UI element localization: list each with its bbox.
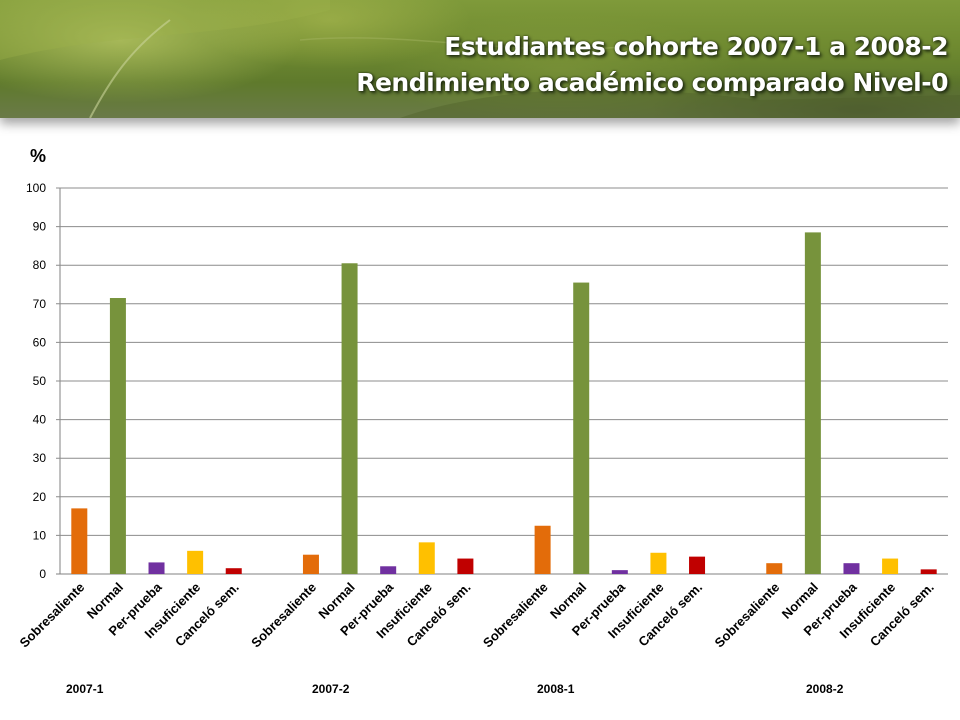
group-label-2008-2: 2008-2 — [806, 682, 844, 696]
group-label-2008-1: 2008-1 — [537, 682, 575, 696]
bar-2007-2-cancel-sem- — [457, 558, 474, 574]
bar-2008-2-normal — [804, 232, 821, 574]
bar-2008-2-insuficiente — [882, 558, 899, 574]
bar-2008-1-insuficiente — [650, 552, 667, 574]
y-tick-label: 0 — [39, 567, 46, 581]
chart-subtitle: Rendimiento académico comparado Nivel-0 — [356, 68, 948, 97]
gridlines — [56, 187, 948, 575]
y-tick-label: 80 — [33, 258, 47, 272]
y-tick-label: 100 — [26, 181, 46, 195]
x-tick-label: Sobresaliente — [480, 580, 551, 651]
chart-title: Estudiantes cohorte 2007-1 a 2008-2 — [444, 32, 948, 61]
bar-2007-1-insuficiente — [187, 550, 204, 574]
bar-2007-2-insuficiente — [418, 542, 435, 574]
bar-2008-2-per-prueba — [843, 563, 860, 574]
y-tick-label: 50 — [33, 374, 47, 388]
y-tick-label: 20 — [33, 490, 47, 504]
bar-2007-1-sobresaliente — [71, 508, 88, 574]
group-label-2007-1: 2007-1 — [66, 682, 104, 696]
bar-2007-1-normal — [109, 298, 126, 574]
group-label-2007-2: 2007-2 — [312, 682, 350, 696]
y-tick-label: 60 — [33, 335, 47, 349]
y-tick-label: 40 — [33, 413, 47, 427]
y-tick-label: 70 — [33, 297, 47, 311]
y-tick-label: 90 — [33, 220, 47, 234]
bar-2007-2-normal — [341, 263, 358, 574]
y-tick-label: 10 — [33, 528, 47, 542]
header-banner: Estudiantes cohorte 2007-1 a 2008-2 Rend… — [0, 0, 960, 118]
bar-2008-1-normal — [573, 282, 590, 574]
bar-2007-2-per-prueba — [380, 566, 397, 574]
bar-2007-2-sobresaliente — [302, 554, 319, 574]
x-tick-label: Sobresaliente — [711, 580, 782, 651]
bars — [71, 232, 937, 574]
bar-2008-1-per-prueba — [611, 570, 628, 574]
bar-2008-2-cancel-sem- — [920, 569, 937, 574]
x-tick-labels: SobresalienteNormalPer-pruebaInsuficient… — [17, 579, 937, 650]
y-axis-label: % — [30, 146, 47, 166]
bar-2008-1-sobresaliente — [534, 525, 551, 574]
bar-2008-2-sobresaliente — [766, 563, 783, 574]
bar-2008-1-cancel-sem- — [689, 556, 706, 574]
x-tick-label: Sobresaliente — [248, 580, 319, 651]
bar-2007-1-cancel-sem- — [225, 568, 242, 574]
landscape-background — [0, 0, 960, 118]
y-tick-labels: 0 10 20 30 40 50 60 70 80 90 100 — [26, 181, 46, 581]
y-tick-label: 30 — [33, 451, 47, 465]
x-tick-label: Sobresaliente — [17, 580, 88, 651]
bar-2007-1-per-prueba — [148, 562, 165, 574]
